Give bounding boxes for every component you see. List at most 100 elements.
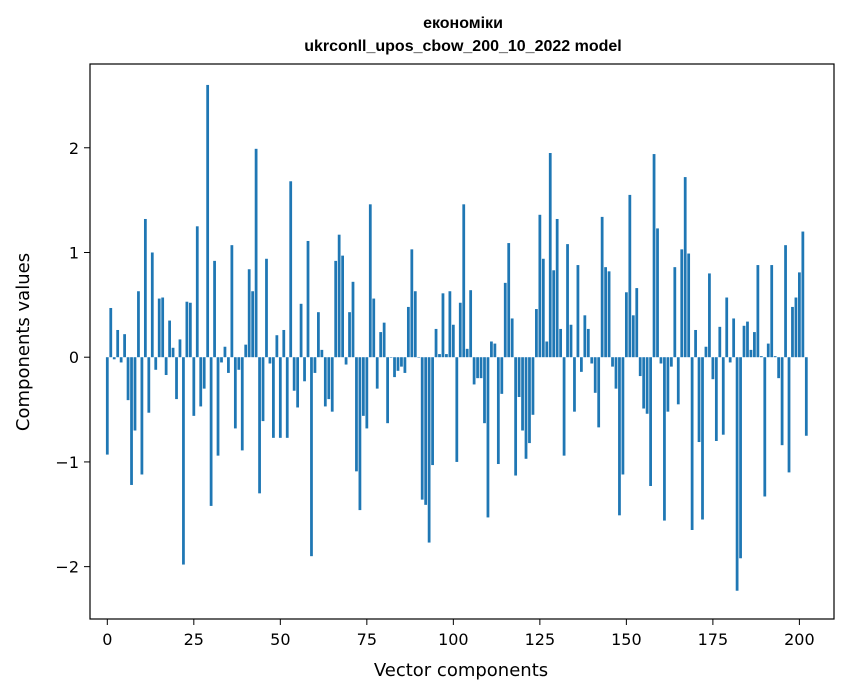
bar-122	[528, 357, 531, 444]
bar-38	[237, 357, 241, 370]
bar-157	[649, 357, 652, 487]
bar-183	[739, 357, 742, 559]
bar-0	[105, 357, 109, 455]
bar-150	[624, 292, 628, 358]
bar-9	[137, 291, 140, 358]
bar-159	[656, 228, 659, 358]
x-tick-label: 50	[270, 630, 290, 649]
bar-179	[725, 297, 729, 358]
bar-16	[161, 297, 165, 358]
bar-178	[721, 357, 725, 435]
bar-176	[714, 357, 718, 441]
bar-174	[708, 273, 711, 358]
bar-39	[240, 357, 244, 451]
bar-185	[746, 321, 749, 358]
bar-138	[583, 315, 587, 358]
bar-128	[548, 153, 552, 358]
bar-181	[732, 318, 736, 358]
bar-154	[638, 357, 642, 377]
bar-200	[798, 272, 801, 358]
bar-94	[431, 357, 434, 466]
bar-177	[718, 326, 722, 358]
bar-53	[289, 181, 293, 358]
bar-199	[794, 297, 798, 358]
bar-123	[531, 357, 535, 415]
bar-193	[773, 356, 777, 358]
bar-27	[199, 357, 203, 407]
bar-127	[545, 341, 549, 358]
bar-124	[535, 309, 538, 358]
x-tick-label: 125	[525, 630, 556, 649]
bar-201	[801, 231, 805, 358]
bar-186	[749, 349, 753, 358]
bar-100	[451, 324, 455, 358]
bar-33	[220, 357, 223, 363]
y-axis-title: Components values	[13, 253, 34, 431]
bar-141	[593, 357, 597, 393]
bar-68	[341, 255, 344, 358]
bar-84	[396, 357, 400, 371]
bar-125	[538, 214, 542, 358]
bar-120	[521, 357, 524, 431]
bar-19	[171, 347, 175, 358]
bar-70	[348, 312, 351, 358]
bar-97	[441, 293, 445, 358]
bar-44	[258, 357, 261, 494]
bar-17	[164, 357, 168, 376]
bar-161	[663, 357, 666, 521]
bar-69	[344, 357, 348, 365]
bar-30	[209, 357, 213, 506]
bar-187	[753, 332, 756, 358]
bar-13	[150, 252, 154, 358]
bar-155	[642, 357, 646, 409]
bar-197	[787, 357, 791, 473]
bar-12	[147, 357, 151, 413]
bar-135	[573, 357, 576, 412]
bar-132	[562, 357, 566, 456]
bar-169	[690, 357, 694, 530]
bar-86	[403, 357, 407, 373]
bar-192	[770, 265, 774, 358]
bar-78	[375, 357, 379, 389]
y-tick-label: 2	[69, 139, 79, 158]
bar-126	[541, 258, 545, 358]
bar-148	[618, 357, 621, 516]
bar-168	[687, 253, 691, 358]
bar-57	[303, 357, 306, 382]
bar-37	[233, 357, 237, 429]
bar-56	[299, 303, 303, 358]
bar-149	[621, 357, 625, 475]
bar-133	[566, 244, 569, 358]
bar-89	[413, 291, 417, 358]
bar-152	[631, 315, 635, 358]
bar-93	[427, 357, 431, 543]
x-tick-label: 25	[184, 630, 204, 649]
bar-26	[195, 226, 199, 358]
bar-25	[192, 357, 196, 416]
bar-160	[659, 357, 663, 364]
bar-147	[614, 357, 618, 389]
bar-22	[182, 357, 185, 565]
bar-88	[410, 249, 414, 358]
bar-14	[154, 357, 158, 370]
bar-24	[188, 302, 192, 358]
bar-162	[666, 357, 670, 412]
bar-131	[559, 328, 563, 358]
bar-32	[216, 357, 220, 456]
bar-188	[756, 265, 760, 358]
bar-129	[552, 270, 556, 358]
bar-156	[645, 357, 649, 414]
bar-42	[251, 291, 255, 358]
bar-74	[361, 357, 365, 416]
bar-136	[576, 265, 580, 358]
bar-198	[791, 306, 794, 358]
bar-99	[448, 291, 452, 358]
x-tick-label: 0	[102, 630, 112, 649]
bar-96	[438, 354, 441, 358]
bar-75	[365, 357, 369, 429]
bar-66	[334, 260, 338, 358]
bar-46	[265, 258, 268, 358]
bar-115	[503, 282, 507, 358]
bar-117	[510, 318, 514, 358]
